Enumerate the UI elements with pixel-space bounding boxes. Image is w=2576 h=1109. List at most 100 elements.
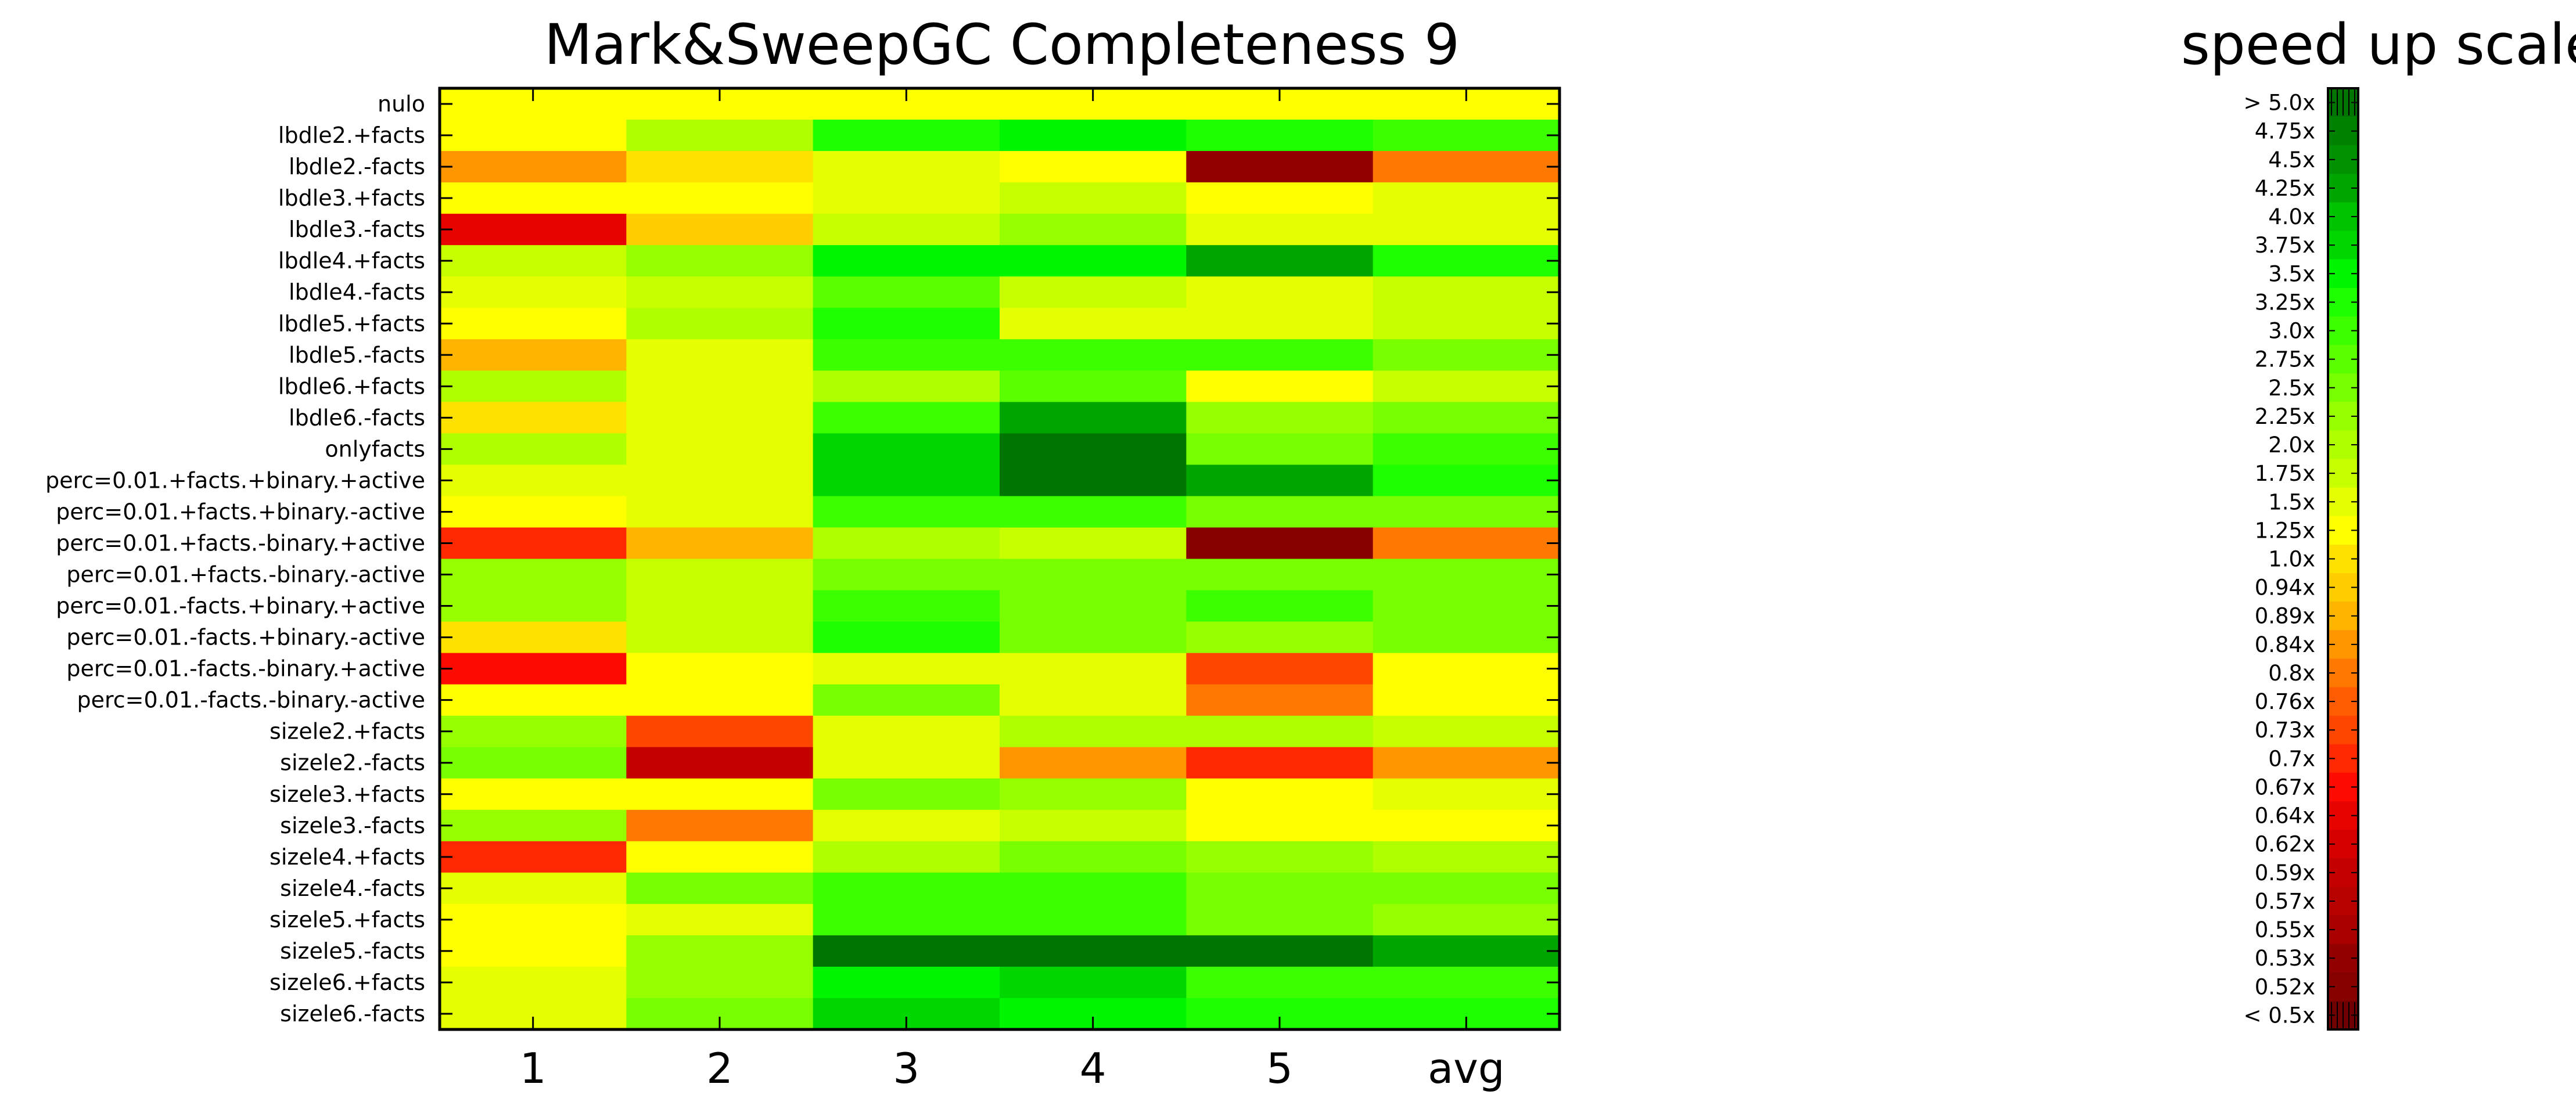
heatmap-cell bbox=[1186, 120, 1374, 152]
heatmap-cell bbox=[1373, 809, 1560, 842]
heatmap-cell bbox=[626, 809, 814, 842]
heatmap-cell bbox=[1186, 590, 1374, 622]
heatmap-cell bbox=[813, 120, 1000, 152]
heatmap-cell bbox=[626, 747, 814, 779]
heatmap-cell bbox=[1373, 590, 1560, 622]
heatmap-cell bbox=[1373, 527, 1560, 560]
heatmap-cell bbox=[1000, 276, 1187, 308]
colorbar-label: 0.84x bbox=[2255, 632, 2315, 657]
heatmap-cell bbox=[1186, 465, 1374, 497]
heatmap-cell bbox=[1000, 308, 1187, 340]
heatmap-cell bbox=[813, 621, 1000, 654]
heatmap-cell bbox=[1186, 872, 1374, 905]
heatmap-cell bbox=[1186, 621, 1374, 654]
heatmap-cell bbox=[1000, 684, 1187, 716]
heatmap-cell bbox=[626, 276, 814, 308]
heatmap-cell bbox=[1373, 245, 1560, 277]
heatmap-cell bbox=[1186, 182, 1374, 214]
heatmap-cell bbox=[440, 276, 627, 308]
y-tick-label: lbdle2.-facts bbox=[289, 154, 425, 179]
y-tick-label: sizele5.-facts bbox=[280, 938, 425, 964]
colorbar-label: 4.0x bbox=[2268, 204, 2315, 229]
heatmap-cell bbox=[626, 339, 814, 371]
heatmap-cell bbox=[1373, 841, 1560, 873]
heatmap-cell bbox=[626, 684, 814, 716]
heatmap-cell bbox=[1000, 214, 1187, 246]
colorbar-label: 0.94x bbox=[2255, 575, 2315, 600]
x-tick-label: avg bbox=[1428, 1044, 1504, 1093]
heatmap-cell bbox=[626, 182, 814, 214]
colorbar-label: 0.67x bbox=[2255, 775, 2315, 800]
y-tick-label: sizele3.+facts bbox=[270, 782, 425, 807]
heatmap-cell bbox=[1000, 339, 1187, 371]
heatmap-cell bbox=[440, 684, 627, 716]
heatmap-cell bbox=[626, 245, 814, 277]
heatmap-cell bbox=[440, 214, 627, 246]
y-tick-label: lbdle5.-facts bbox=[289, 342, 425, 368]
heatmap-cell bbox=[1373, 402, 1560, 434]
y-tick-labels: nulo lbdle2.+facts lbdle2.-facts lbdle3.+fa… bbox=[45, 91, 425, 1027]
x-tick-label: 5 bbox=[1266, 1044, 1293, 1093]
heatmap-cell bbox=[626, 370, 814, 402]
heatmap-cell bbox=[1000, 245, 1187, 277]
heatmap-cell bbox=[813, 370, 1000, 402]
heatmap-cell bbox=[1000, 182, 1187, 214]
heatmap-cell bbox=[1373, 308, 1560, 340]
heatmap-cell bbox=[813, 151, 1000, 183]
y-tick-label: nulo bbox=[378, 91, 425, 117]
heatmap-border bbox=[438, 87, 1561, 1031]
heatmap-cell bbox=[1373, 559, 1560, 591]
y-tick-label: lbdle3.-facts bbox=[289, 217, 425, 242]
heatmap-cell bbox=[813, 872, 1000, 905]
y-tick-label: onlyfacts bbox=[325, 436, 425, 462]
heatmap-cell bbox=[813, 245, 1000, 277]
heatmap-cell bbox=[626, 653, 814, 685]
x-tick-label: 1 bbox=[520, 1044, 547, 1093]
y-tick-label: sizele5.+facts bbox=[270, 907, 425, 932]
heatmap-cell bbox=[440, 182, 627, 214]
colorbar-label: 3.0x bbox=[2268, 319, 2315, 344]
heatmap-cell bbox=[1373, 120, 1560, 152]
heatmap-cell bbox=[1373, 621, 1560, 654]
y-tick-label: perc=0.01.-facts.+binary.+active bbox=[56, 593, 425, 619]
colorbar-label: 3.75x bbox=[2255, 233, 2315, 258]
heatmap-cell bbox=[1000, 841, 1187, 873]
heatmap-cell bbox=[626, 559, 814, 591]
heatmap-cell bbox=[626, 778, 814, 811]
heatmap-cell bbox=[1373, 276, 1560, 308]
heatmap-cell bbox=[1373, 966, 1560, 999]
heatmap-cell bbox=[813, 527, 1000, 560]
y-tick-label: lbdle6.+facts bbox=[278, 373, 425, 399]
heatmap-cell bbox=[1000, 120, 1187, 152]
heatmap-cell bbox=[626, 402, 814, 434]
heatmap-cell bbox=[1373, 778, 1560, 811]
heatmap-cell bbox=[626, 496, 814, 528]
heatmap-cell bbox=[626, 841, 814, 873]
colorbar-title: speed up scale bbox=[2181, 12, 2576, 77]
heatmap-cell bbox=[440, 872, 627, 905]
colorbar-label: > 5.0x bbox=[2243, 91, 2315, 116]
colorbar-label: 2.0x bbox=[2268, 433, 2315, 458]
heatmap-cell bbox=[1186, 966, 1374, 999]
heatmap-cell bbox=[1000, 559, 1187, 591]
heatmap-cell bbox=[1000, 590, 1187, 622]
heatmap-cell bbox=[1373, 903, 1560, 936]
heatmap-cell bbox=[626, 903, 814, 936]
x-tick-label: 2 bbox=[706, 1044, 733, 1093]
y-tick-label: perc=0.01.+facts.+binary.+active bbox=[45, 467, 425, 493]
colorbar-label: 0.8x bbox=[2268, 661, 2315, 686]
heatmap-cell bbox=[1373, 433, 1560, 465]
heatmap-cell bbox=[813, 465, 1000, 497]
colorbar-label: 0.59x bbox=[2255, 860, 2315, 885]
colorbar-label: 4.25x bbox=[2255, 176, 2315, 201]
heatmap-cell bbox=[1373, 496, 1560, 528]
y-tick-label: perc=0.01.-facts.-binary.+active bbox=[66, 656, 425, 682]
heatmap-cell bbox=[1000, 496, 1187, 528]
heatmap-cell bbox=[1373, 214, 1560, 246]
heatmap-cell bbox=[440, 527, 627, 560]
heatmap-cell bbox=[1000, 778, 1187, 811]
y-tick-label: sizele3.-facts bbox=[280, 813, 425, 838]
heatmap-cell bbox=[1000, 402, 1187, 434]
y-tick-label: lbdle2.+facts bbox=[278, 123, 425, 148]
heatmap-frame bbox=[438, 87, 1561, 1031]
